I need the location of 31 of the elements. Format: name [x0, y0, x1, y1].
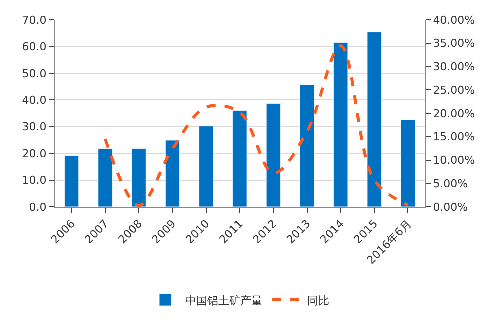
- bar: [266, 104, 281, 207]
- bar: [300, 84, 315, 207]
- y-tick-label: 50.0: [22, 67, 47, 80]
- y2-tick-label: 15.00%: [433, 130, 476, 144]
- bar: [165, 140, 180, 207]
- bar: [232, 110, 248, 207]
- bar: [64, 156, 80, 207]
- y-tick-label: 20.0: [22, 147, 47, 160]
- bar: [367, 32, 382, 207]
- y2-tick-label: 25.00%: [433, 84, 476, 97]
- legend-label: 中国铝土矿产量: [186, 294, 262, 308]
- y-tick-label: 60.0: [22, 40, 47, 54]
- y-tick-label: 70.0: [22, 14, 47, 27]
- y2-tick-label: 10.00%: [433, 154, 476, 168]
- y2-tick-label: 5.00%: [433, 177, 468, 190]
- legend-label: 同比: [308, 294, 330, 308]
- y2-tick-label: 20.00%: [433, 107, 476, 120]
- bar: [400, 120, 416, 207]
- bar: [98, 148, 113, 207]
- y-tick-label: 30.0: [22, 120, 47, 134]
- y2-tick-label: 35.00%: [433, 37, 476, 50]
- bar: [132, 148, 146, 207]
- y2-tick-label: 30.00%: [433, 60, 476, 74]
- y-tick-label: 0.0: [29, 200, 47, 214]
- y-tick-label: 10.0: [22, 174, 47, 188]
- bar: [334, 42, 348, 207]
- bar: [199, 126, 214, 207]
- line-series: [104, 44, 410, 207]
- y-tick-label: 40.0: [22, 94, 47, 107]
- y2-tick-label: 40.00%: [433, 14, 476, 27]
- y2-tick-label: 0.00%: [433, 200, 468, 214]
